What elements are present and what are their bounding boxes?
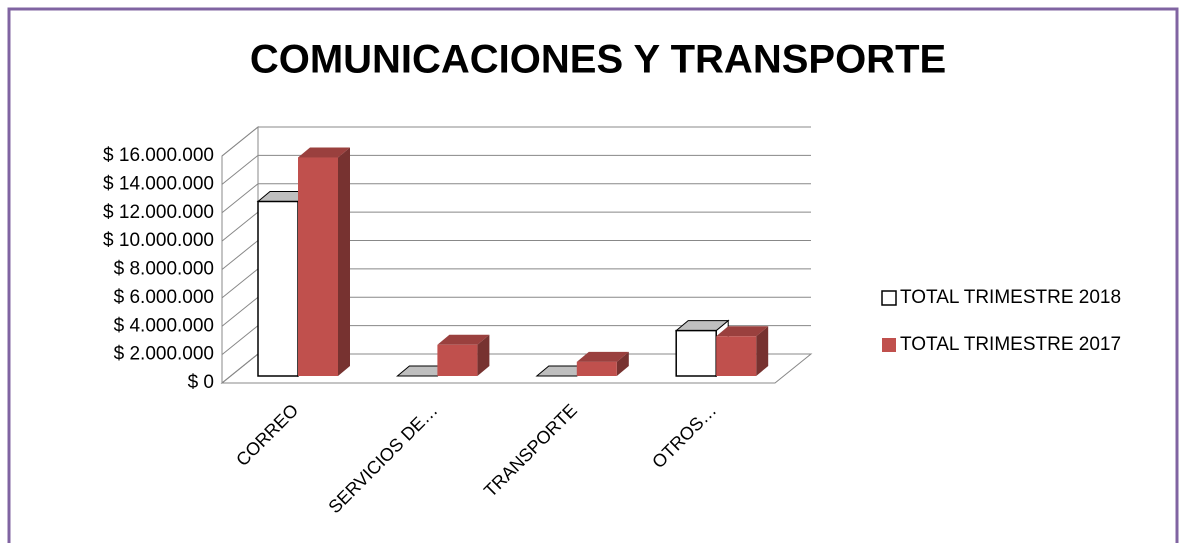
bar-front [437, 344, 478, 376]
bar-top [576, 351, 629, 362]
bar-side [338, 147, 350, 376]
legend-label: TOTAL TRIMESTRE 2018 [900, 287, 1121, 308]
y-tick-label: $ 0 [188, 372, 214, 393]
y-tick-label: $ 2.000.000 [114, 344, 214, 365]
x-tick-label: TRANSPORTE [480, 400, 581, 501]
bar [716, 326, 769, 376]
bar-front [257, 200, 299, 377]
bar-front [576, 361, 617, 376]
bar-front [675, 329, 717, 377]
y-tick-label: $ 4.000.000 [114, 315, 214, 336]
y-tick-label: $ 14.000.000 [103, 173, 214, 194]
bar-top [298, 147, 350, 158]
x-tick-label: SERVICIOS DE… [324, 400, 441, 517]
x-tick-label: OTROS… [648, 400, 720, 472]
bar [298, 147, 350, 376]
bar [576, 351, 629, 376]
y-tick-label: $ 8.000.000 [114, 259, 214, 280]
y-tick-label: $ 10.000.000 [103, 230, 214, 251]
grid-line [221, 154, 811, 185]
y-tick-label: $ 6.000.000 [114, 287, 214, 308]
frame [7, 7, 1179, 543]
legend-swatch [881, 290, 897, 306]
bar-top [716, 326, 769, 337]
grid-line [221, 183, 811, 214]
bar-side [616, 351, 629, 376]
legend-swatch [882, 338, 896, 352]
bar-side [756, 326, 769, 376]
bar-front [298, 157, 338, 376]
grid-line [221, 126, 811, 157]
chart-title: COMUNICACIONES Y TRANSPORTE [250, 38, 946, 82]
legend-label: TOTAL TRIMESTRE 2017 [900, 334, 1121, 355]
bar-front [716, 336, 757, 376]
y-tick-label: $ 12.000.000 [103, 202, 214, 223]
bar-side [477, 334, 490, 376]
bar-top [437, 334, 490, 345]
bar [437, 334, 490, 376]
x-tick-label: CORREO [232, 400, 302, 470]
y-tick-label: $ 16.000.000 [103, 145, 214, 166]
